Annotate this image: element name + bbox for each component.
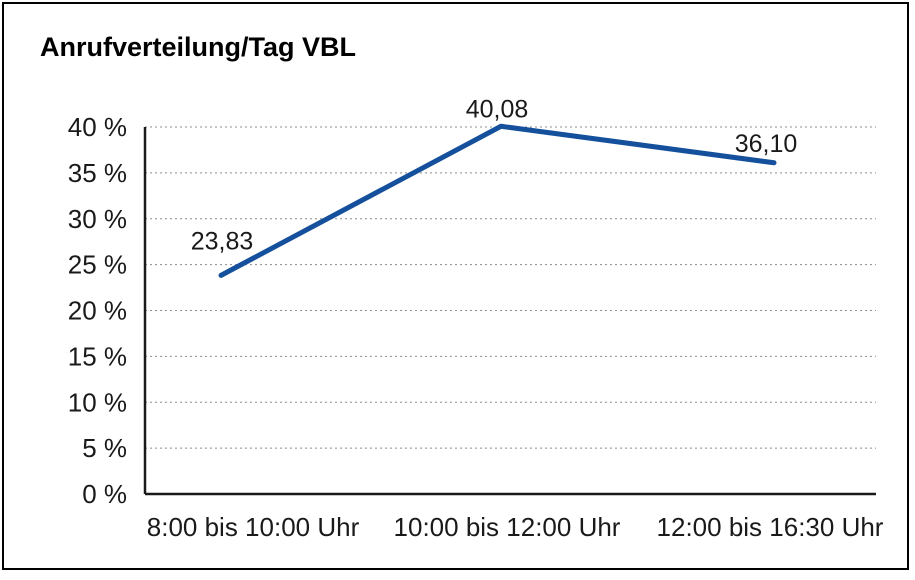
data-point-label: 40,08	[466, 95, 529, 123]
line-chart: 0 % 5 % 10 % 15 % 20 % 25 % 30 % 35 % 40 % 8:00 b…	[68, 95, 884, 542]
data-point-label: 36,10	[735, 130, 798, 158]
chart-title: Anrufverteilung/Tag VBL	[40, 32, 357, 62]
chart-frame: Anrufverteilung/Tag VBL 0 % 5 % 10 % 15 % 20…	[2, 2, 909, 570]
y-tick-label: 5 %	[82, 433, 127, 463]
y-tick-label: 20 %	[68, 296, 127, 326]
y-tick-label: 30 %	[68, 204, 127, 234]
y-tick-label: 35 %	[68, 158, 127, 188]
y-tick-label: 25 %	[68, 250, 127, 280]
x-category-label: 10:00 bis 12:00 Uhr	[394, 512, 621, 542]
x-category-label: 12:00 bis 16:30 Uhr	[657, 512, 884, 542]
y-tick-label: 0 %	[82, 479, 127, 509]
y-tick-label: 15 %	[68, 341, 127, 371]
data-point-label: 23,83	[191, 227, 254, 255]
y-tick-label: 40 %	[68, 112, 127, 142]
data-line	[218, 123, 777, 278]
x-category-label: 8:00 bis 10:00 Uhr	[147, 512, 360, 542]
y-tick-label: 10 %	[68, 387, 127, 417]
